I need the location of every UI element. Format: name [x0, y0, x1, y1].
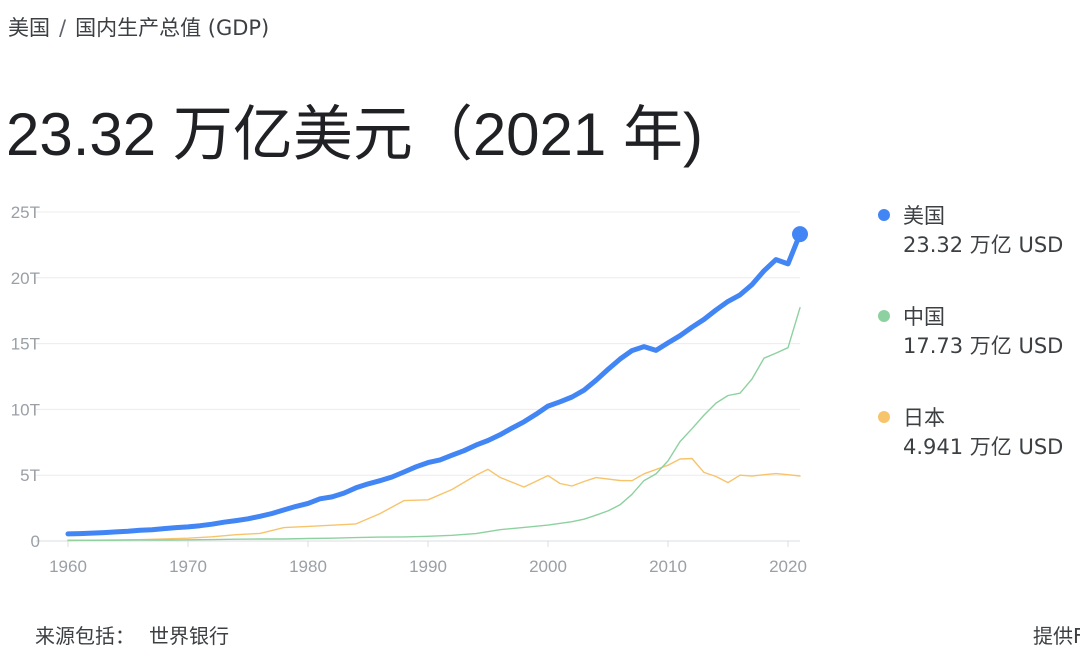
legend-value: 17.73 万亿 USD	[903, 334, 1064, 358]
headline-value: 23.32 万亿美元（2021 年)	[6, 101, 703, 168]
legend-name: 日本	[903, 406, 945, 430]
y-tick-label: 15T	[11, 335, 40, 354]
y-tick-label: 0	[31, 532, 40, 551]
legend-dot-icon	[878, 411, 890, 423]
x-tick-label: 2000	[529, 557, 567, 576]
y-tick-label: 25T	[11, 203, 40, 222]
legend-name: 中国	[903, 305, 945, 329]
footer-provider[interactable]: 提供F	[1033, 624, 1080, 648]
x-tick-label: 1990	[409, 557, 447, 576]
source-link[interactable]: 世界银行	[149, 624, 229, 648]
legend-name: 美国	[903, 204, 945, 228]
series-line-usa[interactable]	[65, 231, 803, 537]
x-tick-label: 1960	[49, 557, 87, 576]
breadcrumb-indicator: 国内生产总值 (GDP)	[75, 16, 270, 40]
legend-value: 23.32 万亿 USD	[903, 233, 1064, 257]
x-tick-label: 2010	[649, 557, 687, 576]
breadcrumb: 美国 / 国内生产总值 (GDP)	[8, 12, 269, 42]
breadcrumb-separator: /	[59, 16, 67, 40]
source-label: 来源包括：	[35, 624, 135, 648]
series-line-china[interactable]	[67, 306, 801, 541]
legend-dot-icon	[878, 310, 890, 322]
y-tick-label: 10T	[11, 400, 40, 419]
footer-source: 来源包括： 世界银行	[35, 620, 229, 649]
y-tick-label: 20T	[11, 269, 40, 288]
legend-dot-icon	[878, 209, 890, 221]
gdp-line-chart[interactable]: 0 5T 10T 15T 20T 25T 1960 1970 1980 1990 2000 2010 2…	[0, 190, 820, 590]
x-tick-label: 2020	[769, 557, 807, 576]
x-tick-label: 1970	[169, 557, 207, 576]
breadcrumb-country-link[interactable]: 美国	[8, 16, 50, 40]
series-line-japan[interactable]	[67, 457, 801, 542]
latest-point-marker[interactable]	[792, 226, 808, 243]
y-tick-label: 5T	[20, 466, 40, 485]
x-tick-label: 1980	[289, 557, 327, 576]
legend-value: 4.941 万亿 USD	[903, 435, 1064, 459]
